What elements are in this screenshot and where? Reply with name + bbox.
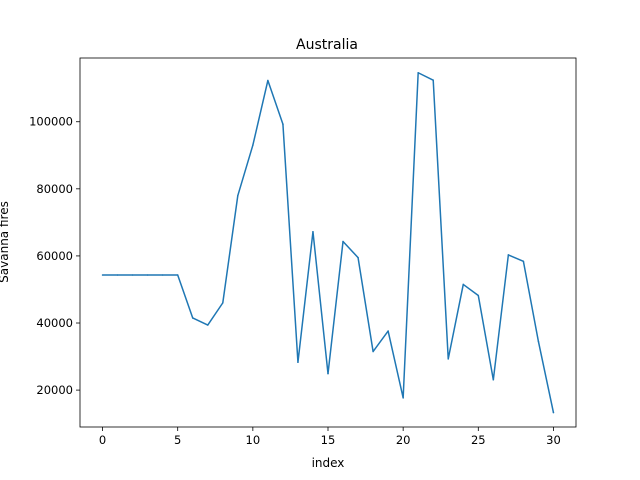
data-point bbox=[297, 361, 299, 364]
data-point bbox=[252, 144, 254, 146]
data-point bbox=[387, 330, 389, 332]
data-point bbox=[161, 274, 164, 276]
y-tick-label: 40000 bbox=[36, 316, 73, 330]
data-point bbox=[191, 317, 194, 319]
y-tick-label: 100000 bbox=[29, 115, 73, 129]
x-tick-label: 5 bbox=[174, 433, 181, 447]
data-point bbox=[312, 231, 314, 233]
y-axis-label: Savanna fires bbox=[0, 201, 11, 283]
data-point bbox=[462, 283, 465, 286]
data-point bbox=[267, 79, 269, 82]
x-tick-label: 15 bbox=[321, 433, 336, 447]
data-point bbox=[552, 411, 555, 414]
chart-title: Australia bbox=[296, 37, 358, 53]
data-point bbox=[522, 260, 525, 263]
data-point bbox=[282, 123, 284, 125]
y-tick-label: 80000 bbox=[36, 182, 73, 196]
plot-frame bbox=[79, 57, 577, 428]
x-axis-label: index bbox=[312, 456, 345, 470]
data-point bbox=[417, 72, 419, 74]
x-tick-label: 20 bbox=[396, 433, 411, 447]
data-point bbox=[477, 294, 480, 297]
data-point bbox=[402, 397, 404, 399]
x-tick-label: 25 bbox=[471, 433, 486, 447]
x-tick-label: 30 bbox=[546, 433, 561, 447]
plot-area: 0 5 10 15 20 25 30 20000 40000 60000 80000 100000 bbox=[29, 72, 561, 447]
data-point bbox=[492, 378, 495, 381]
data-point bbox=[372, 350, 374, 353]
data-point bbox=[432, 79, 434, 81]
data-point bbox=[146, 274, 149, 276]
data-point bbox=[537, 340, 540, 343]
x-tick-label: 0 bbox=[99, 433, 106, 447]
data-point bbox=[342, 240, 344, 243]
data-point bbox=[237, 194, 239, 197]
data-point bbox=[357, 256, 359, 259]
data-point bbox=[447, 358, 449, 360]
x-tick-label: 10 bbox=[246, 433, 261, 447]
data-point bbox=[131, 274, 134, 276]
data-point bbox=[327, 372, 329, 375]
y-tick-label: 60000 bbox=[36, 249, 73, 263]
y-tick-label: 20000 bbox=[36, 383, 73, 397]
data-point bbox=[101, 274, 104, 276]
data-point bbox=[507, 254, 510, 256]
data-point bbox=[207, 324, 209, 326]
data-point bbox=[222, 302, 224, 304]
data-point bbox=[116, 274, 119, 276]
data-point bbox=[176, 274, 179, 276]
